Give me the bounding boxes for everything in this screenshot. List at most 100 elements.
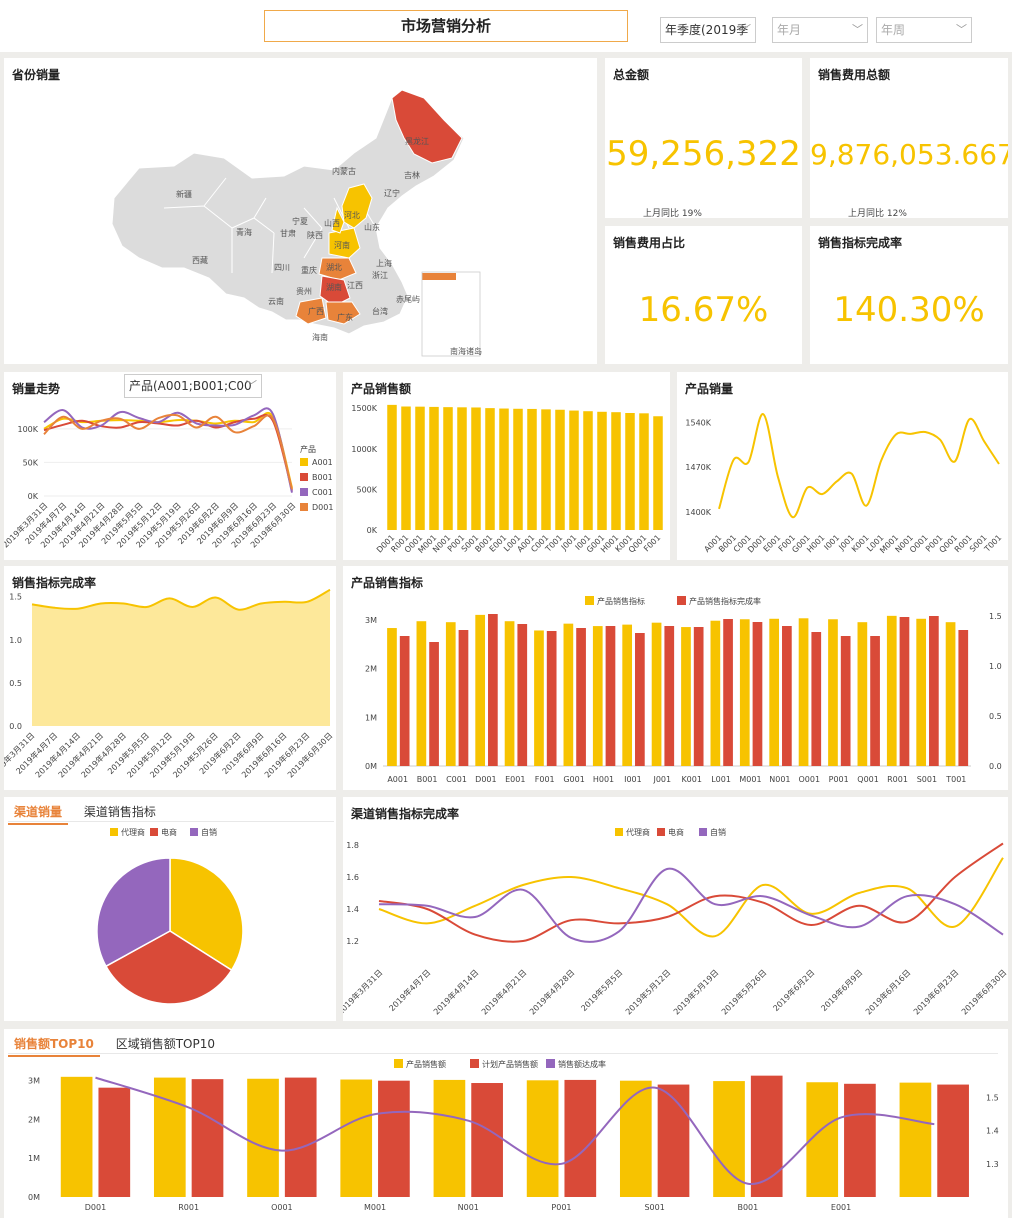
x-tick-label: L001 xyxy=(711,775,731,784)
legend-swatch xyxy=(300,488,308,496)
province-guangxi[interactable] xyxy=(295,297,327,325)
label-heilongjiang: 黑龙江 xyxy=(405,136,429,146)
tab-divider xyxy=(8,821,334,822)
tab-channel-target[interactable]: 渠道销售指标 xyxy=(83,805,156,819)
bar-sales-M001 xyxy=(340,1079,373,1197)
x-tick-label: P001 xyxy=(829,775,849,784)
south-sea-inset xyxy=(421,271,481,357)
label-xinjiang: 新疆 xyxy=(176,189,192,199)
kpi-title: 销售费用总额 xyxy=(818,68,891,82)
tab-channel-sales[interactable]: 渠道销量 xyxy=(8,803,69,825)
label-xizang: 西藏 xyxy=(192,255,208,265)
province-hebei[interactable] xyxy=(341,183,373,229)
bar-I001 xyxy=(583,411,593,530)
label-jiangxi: 江西 xyxy=(347,281,363,290)
x-tick-label: 2019年5月12日 xyxy=(623,967,672,1016)
bar-target-F001 xyxy=(534,630,544,766)
bar-P001 xyxy=(457,407,467,530)
bar-target-K001 xyxy=(681,627,691,766)
product-sales-chart: 1500K1000K500K0KD001R001O001M001N001P001… xyxy=(351,404,663,555)
province-guangdong[interactable] xyxy=(325,301,361,325)
legend-label: 代理商 xyxy=(626,827,650,837)
province-shanxi[interactable] xyxy=(331,206,345,234)
province-heilongjiang[interactable] xyxy=(391,89,463,164)
bar-rate-M001 xyxy=(752,622,763,766)
kpi-value: 9,876,053.667 xyxy=(810,138,1008,171)
completion-rate-title: 销售指标完成率 xyxy=(12,576,97,590)
x-tick-label: B001 xyxy=(417,775,438,784)
kpi-expense-ratio: 销售费用占比 16.67% xyxy=(605,226,802,364)
legend-label: 代理商 xyxy=(121,827,145,837)
legend-swatch xyxy=(615,828,623,836)
tab-sales-top10[interactable]: 销售额TOP10 xyxy=(8,1035,100,1057)
bar-planned-B001 xyxy=(750,1075,783,1197)
tab-region-top10[interactable]: 区域销售额TOP10 xyxy=(115,1037,216,1051)
bar-Q001 xyxy=(639,413,649,530)
y-tick-label: 0.0 xyxy=(9,722,22,731)
channel-tabs: 渠道销量 渠道销售指标 xyxy=(8,803,168,825)
bar-E001 xyxy=(499,408,509,530)
y-left-tick-label: 1M xyxy=(28,1154,40,1163)
legend-label: B001 xyxy=(312,473,333,482)
y-tick-label: 0.5 xyxy=(9,679,22,688)
y-tick-label: 500K xyxy=(356,485,377,494)
bar-B001 xyxy=(485,408,495,530)
completion-rate-chart: 1.51.00.50.02019年3月31日2019年4月7日2019年4月14… xyxy=(4,588,334,780)
y-left-tick-label: 3M xyxy=(28,1077,40,1086)
bar-planned-S001 xyxy=(657,1084,690,1197)
top-bar: 市场营销分析 年季度(2019季 ﹀ 年月 ﹀ 年周 ﹀ xyxy=(0,0,1012,52)
bar-R001 xyxy=(401,406,411,530)
label-neimenggu: 内蒙古 xyxy=(332,166,356,176)
series-line-D001 xyxy=(43,413,293,490)
china-map[interactable]: 黑龙江 吉林 辽宁 内蒙古 新疆 西藏 青海 甘肃 宁夏 陕西 山西 河北 山东… xyxy=(4,58,597,364)
legend-swatch xyxy=(190,828,198,836)
province-hubei[interactable] xyxy=(318,257,357,281)
quarter-filter-value: 年季度(2019季 xyxy=(665,23,749,37)
label-shaanxi: 陕西 xyxy=(307,230,323,240)
x-tick-label: 2019年5月26日 xyxy=(719,967,768,1016)
legend-label: 销售额达成率 xyxy=(558,1059,606,1069)
legend-swatch xyxy=(470,1059,479,1068)
top10-chart: 3M 2M 1M 0M 1.5 1.4 1.3 产品销售额 计划产品销售额 销售额达成率 D001 R… xyxy=(28,1059,999,1212)
bar-target-E001 xyxy=(504,621,515,766)
bar-sales-D001 xyxy=(60,1076,93,1197)
y-tick-label: 1540K xyxy=(685,418,711,427)
quarter-filter-dropdown[interactable]: 年季度(2019季 ﹀ xyxy=(660,17,756,43)
week-filter-dropdown[interactable]: 年周 ﹀ xyxy=(876,17,972,43)
bar-target-G001 xyxy=(563,623,574,766)
bar-S001 xyxy=(471,407,481,530)
kpi-title: 销售指标完成率 xyxy=(818,236,903,250)
achievement-rate-line xyxy=(95,1076,935,1185)
x-tick-label: S001 xyxy=(917,775,937,784)
legend-label: D001 xyxy=(312,503,333,512)
x-tick-label: 2019年6月23日 xyxy=(911,967,960,1016)
kpi-value: 140.30% xyxy=(833,290,985,330)
province-henan[interactable] xyxy=(328,227,361,259)
label-zhejiang: 浙江 xyxy=(372,270,388,280)
completion-rate-panel: 销售指标完成率 1.5 1.0 0.5 0.0 2019年3月31日 2019年4月7日 2… xyxy=(4,566,336,790)
x-tick-label: 2019年6月16日 xyxy=(863,967,912,1016)
bar-sales-P001 xyxy=(526,1080,559,1197)
kpi-value: 59,256,322 xyxy=(606,134,801,174)
top10-tabs: 销售额TOP10 区域销售额TOP10 xyxy=(8,1035,227,1057)
month-filter-dropdown[interactable]: 年月 ﹀ xyxy=(772,17,868,43)
bar-rate-H001 xyxy=(605,626,616,766)
bar-rate-O001 xyxy=(811,632,822,766)
label-gansu: 甘肃 xyxy=(280,228,296,238)
x-tick-label: S001 xyxy=(644,1203,664,1212)
bar-rate-B001 xyxy=(429,642,439,766)
label-chongqing: 重庆 xyxy=(301,265,317,275)
product-filter-dropdown[interactable]: 产品(A001;B001;C00 ﹀ xyxy=(124,374,262,398)
label-hunan: 湖南 xyxy=(326,282,342,292)
bar-planned-R001 xyxy=(191,1079,224,1197)
label-guangdong: 广东 xyxy=(337,312,353,322)
x-tick-label: O001 xyxy=(271,1203,293,1212)
province-borders xyxy=(163,177,377,274)
label-hubei: 湖北 xyxy=(326,263,342,272)
page-title: 市场营销分析 xyxy=(264,10,628,42)
map-panel-title: 省份销量 xyxy=(12,68,61,82)
bar-N001 xyxy=(443,407,453,530)
y-right-tick-label: 1.0 xyxy=(989,662,1002,671)
series-line-A001 xyxy=(43,411,293,489)
